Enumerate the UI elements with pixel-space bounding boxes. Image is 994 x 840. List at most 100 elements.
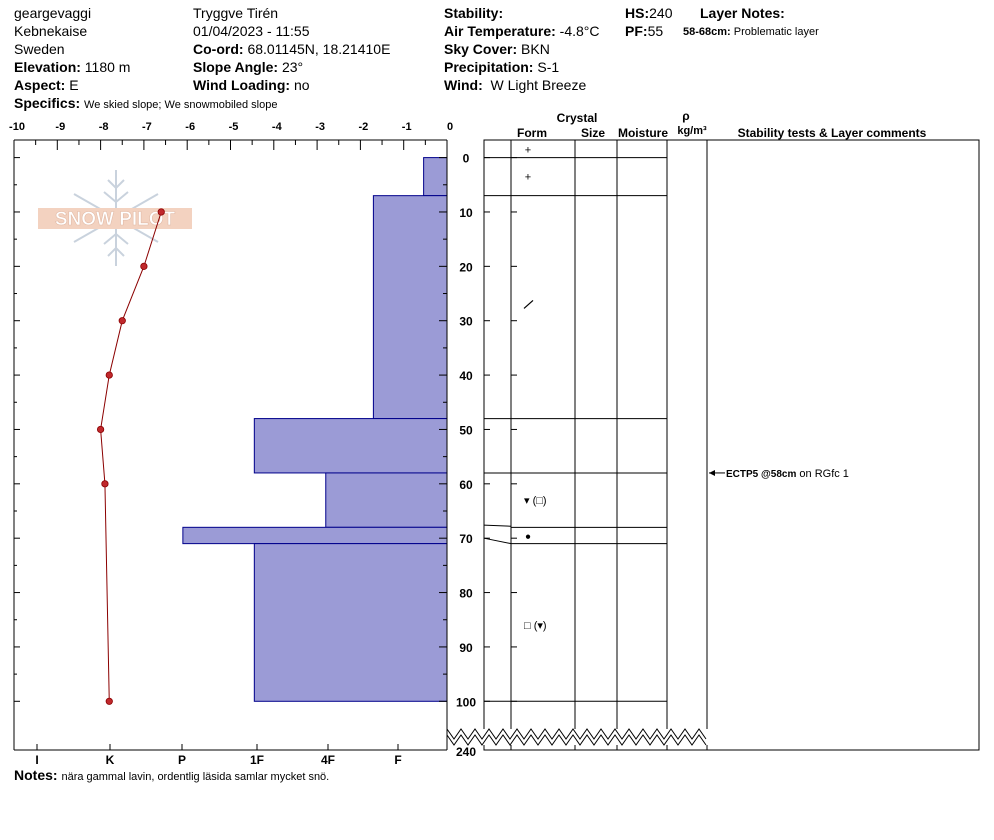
hs: HS:240 [625, 4, 672, 22]
layer-connector [483, 537, 512, 545]
depth-tick-label: 100 [456, 695, 476, 709]
hardness-tick-label: 1F [250, 753, 264, 767]
stability-tests-header: Stability tests & Layer comments [738, 126, 927, 140]
slope-label: Slope Angle: [193, 59, 279, 75]
logo-text: SNOW PILOT [55, 209, 176, 230]
temp-tick-label: -9 [55, 121, 65, 133]
form-symbol: + [525, 172, 531, 184]
depth-break-zigzag-top [446, 728, 707, 740]
hardness-tick-label: K [106, 753, 115, 767]
wind-loading: Wind Loading: no [193, 76, 310, 94]
depth-tick-label: 10 [459, 206, 473, 220]
hardness-tick-label: P [178, 753, 186, 767]
pf: PF:55 [625, 22, 663, 40]
range-name: Kebnekaise [14, 23, 88, 39]
form-symbol: ● [525, 531, 531, 542]
hardness-bar-2 [253, 418, 448, 474]
temp-tick-label: -4 [272, 121, 283, 133]
break-mask [446, 729, 708, 745]
specifics-value: We skied slope; We snowmobiled slope [84, 99, 278, 111]
depth-tick-label: 20 [459, 260, 473, 274]
location-name: geargevaggi [14, 5, 92, 21]
temp-tick-label: -2 [359, 121, 369, 133]
wind-loading-value: no [293, 77, 310, 93]
coordinates: Co-ord: 68.01145N, 18.21410E [193, 40, 390, 58]
hardness-bar-3 [325, 472, 448, 528]
notes: Notes: nära gammal lavin, ordentlig läsi… [14, 766, 329, 786]
wind-label: Wind: [444, 77, 483, 93]
logo-banner [38, 208, 192, 229]
temp-tick-label: -3 [315, 121, 325, 133]
notes-label: Notes: [14, 767, 58, 783]
depth-break-label: 240 [456, 745, 476, 759]
air-temp-label: Air Temperature: [444, 23, 556, 39]
temperature-point [105, 697, 113, 705]
wind: Wind: W Light Breeze [444, 76, 586, 94]
arrow-left-icon [709, 469, 715, 476]
depth-tick-label: 0 [463, 152, 470, 166]
form-symbol [523, 299, 534, 309]
wind-loading-label: Wind Loading: [193, 77, 291, 93]
hardness-bar-0 [423, 157, 448, 197]
size-header: Size [581, 126, 605, 140]
snowpilot-logo: SNOW PILOT [38, 170, 192, 266]
aspect: Aspect: E [14, 76, 79, 94]
depth-tick-label: 70 [459, 532, 473, 546]
form-symbol: + [525, 144, 531, 156]
observer-name: Tryggve Tirén [193, 5, 279, 21]
specifics-label: Specifics: [14, 95, 81, 111]
temperature-point [105, 371, 113, 379]
coord-label: Co-ord: [193, 41, 244, 57]
slope-value: 23° [281, 59, 304, 75]
hardness-tick-label: 4F [321, 753, 335, 767]
pf-label: PF: [625, 23, 648, 39]
aspect-label: Aspect: [14, 77, 66, 93]
temperature-point [97, 425, 105, 434]
temp-tick-label: -10 [9, 121, 25, 133]
temp-tick-label: -8 [99, 121, 109, 133]
depth-tick-label: 80 [459, 587, 473, 601]
layer-note-text: Problematic layer [733, 26, 819, 38]
precip-value: S-1 [537, 59, 560, 75]
elevation-label: Elevation: [14, 59, 81, 75]
precip-label: Precipitation: [444, 59, 534, 75]
aspect-value: E [69, 77, 79, 93]
stability-test-result: ECTP5 @58cm on RGfc 1 [726, 468, 849, 480]
layer-note-depth: 58-68cm: [683, 26, 731, 38]
temp-tick-label: -7 [142, 121, 152, 133]
wind-value: W Light Breeze [490, 77, 587, 93]
elevation: Elevation: 1180 m [14, 58, 130, 76]
elevation-value: 1180 m [84, 59, 131, 75]
air-temperature: Air Temperature: -4.8°C [444, 22, 600, 40]
depth-tick-label: 50 [459, 423, 473, 437]
depth-tick-label: 60 [459, 478, 473, 492]
country-name: Sweden [14, 41, 65, 57]
temperature-point [157, 208, 165, 216]
density-unit-header: kg/m³ [677, 125, 707, 137]
layer-connector [483, 524, 512, 527]
hardness-bar-1 [372, 195, 448, 420]
temperature-point [101, 480, 109, 488]
precipitation: Precipitation: S-1 [444, 58, 559, 76]
depth-tick-label: 30 [459, 315, 473, 329]
hs-label: HS: [625, 5, 650, 21]
form-symbol: □ (▾) [524, 620, 547, 632]
stability: Stability: [444, 4, 503, 22]
form-symbol: ▾ (□) [524, 495, 547, 507]
temp-tick-label: 0 [447, 121, 453, 133]
depth-tick-label: 90 [459, 641, 473, 655]
stability-label: Stability: [444, 5, 504, 21]
rho-header: ρ [682, 109, 689, 123]
hardness-tick-label: F [394, 753, 401, 767]
hardness-bar-4 [182, 526, 448, 545]
coord-value: 68.01145N, 18.21410E [247, 41, 391, 57]
stability-test-comment: on RGfc 1 [796, 468, 849, 480]
hs-value: 240 [649, 5, 673, 21]
sky-value: BKN [521, 41, 550, 57]
pf-value: 55 [647, 23, 664, 39]
observation-datetime: 01/04/2023 - 11:55 [193, 23, 310, 39]
table-frame [483, 139, 980, 751]
layer-notes-label: Layer Notes: [700, 5, 785, 21]
temp-tick-label: -5 [229, 121, 239, 133]
